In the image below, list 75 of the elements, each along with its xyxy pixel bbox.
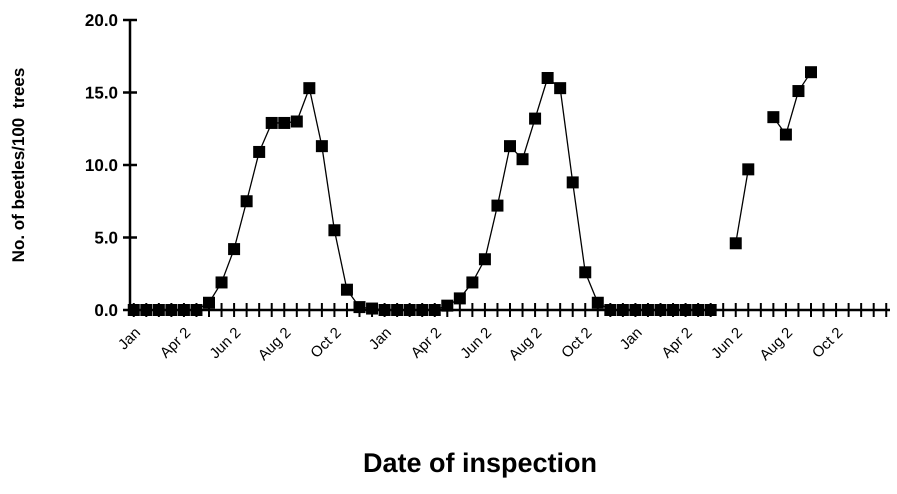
point [604, 304, 616, 316]
point [266, 116, 278, 129]
x-tick-label: Oct 2 [558, 324, 596, 362]
point [290, 116, 303, 128]
point [340, 284, 353, 296]
point [742, 163, 754, 176]
point [316, 140, 328, 152]
x-axis-title: Date of inspection [362, 448, 598, 478]
x-tick-label: Oct 2 [808, 324, 846, 362]
x-tick-label: Jun 2 [206, 324, 244, 362]
point [203, 296, 216, 309]
point [428, 304, 441, 316]
point [328, 224, 340, 236]
y-tick-label: 20.0 [84, 10, 118, 30]
point [416, 304, 428, 316]
point [629, 304, 642, 316]
point [491, 200, 504, 212]
x-tick-label: Jan [616, 324, 646, 354]
point [366, 302, 378, 315]
point [441, 300, 454, 312]
point [579, 266, 592, 278]
x-tick-label: Aug 2 [506, 324, 546, 364]
point [504, 140, 516, 152]
point [228, 243, 240, 256]
point [216, 276, 228, 288]
point [391, 304, 404, 316]
point [240, 195, 253, 208]
point [128, 304, 140, 316]
point [667, 304, 680, 316]
point [554, 82, 566, 94]
x-tick-label: Aug 2 [254, 324, 295, 364]
point [654, 304, 666, 316]
point [529, 112, 542, 125]
point [542, 72, 554, 84]
point [378, 304, 391, 316]
x-tick-label: Aug 2 [756, 324, 796, 364]
y-tick-label: 15.0 [84, 83, 118, 102]
point [278, 116, 290, 129]
y-tick-label: 0.0 [94, 300, 118, 320]
point [516, 153, 529, 166]
x-tick-label: Jun 2 [457, 324, 496, 362]
x-tick-label: Apr 2 [156, 324, 194, 362]
point [190, 304, 202, 316]
point [454, 292, 466, 304]
x-tick-label: Oct 2 [307, 324, 345, 362]
point [767, 111, 780, 124]
point [478, 253, 491, 266]
point [804, 66, 817, 78]
y-axis-title: No. of beetles/100 trees [9, 68, 28, 262]
x-tick-label: Jun 2 [708, 324, 746, 362]
point [178, 304, 190, 316]
point [140, 304, 152, 316]
point [704, 304, 717, 316]
point [642, 304, 654, 316]
point [566, 176, 579, 188]
point [592, 296, 604, 309]
point [354, 301, 366, 314]
point [680, 304, 692, 316]
point [253, 146, 266, 158]
point [780, 128, 792, 141]
point [303, 82, 316, 94]
point [466, 276, 478, 288]
point [792, 85, 804, 98]
point [692, 304, 704, 316]
point [152, 304, 165, 316]
x-tick-label: Apr 2 [408, 324, 446, 362]
point [616, 304, 629, 316]
point [404, 304, 416, 316]
x-tick-label: Jan [114, 324, 144, 354]
y-tick-label: 10.0 [84, 156, 118, 175]
y-tick-label: 5.0 [94, 228, 118, 248]
point [730, 237, 742, 250]
point [165, 304, 178, 316]
x-tick-label: Jan [366, 324, 395, 354]
x-tick-label: Apr 2 [658, 324, 696, 362]
